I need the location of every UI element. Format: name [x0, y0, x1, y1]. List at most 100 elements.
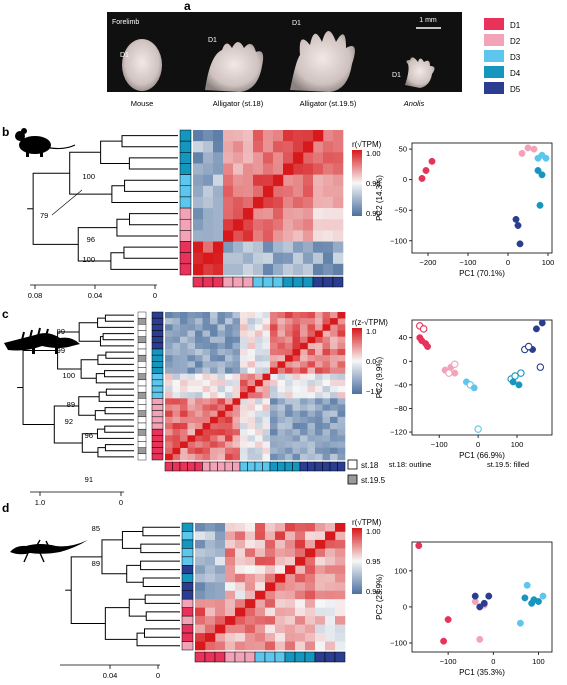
- dendrogram-branch: [104, 444, 134, 452]
- heatmap-cell: [307, 404, 316, 411]
- y-tick-label: 50: [399, 145, 407, 154]
- dendrogram-branch: [78, 322, 101, 342]
- heatmap-cell: [322, 410, 331, 418]
- heatmap-diagonal-cell: [330, 318, 338, 325]
- dendrogram-d: [65, 526, 180, 647]
- heatmap-cell: [215, 573, 226, 583]
- heatmap-cell: [187, 386, 196, 393]
- heatmap-cell: [285, 342, 293, 350]
- heatmap-diagonal-cell: [165, 453, 173, 461]
- heatmap-cell: [307, 361, 316, 368]
- heatmap-cell: [325, 641, 336, 651]
- heatmap-cell: [172, 330, 181, 337]
- scatter-point-d2: [445, 369, 453, 377]
- heatmap-cell: [265, 523, 276, 532]
- heatmap-cell: [165, 318, 173, 325]
- heatmap-cell: [333, 230, 344, 242]
- dendrogram-branch: [104, 607, 138, 640]
- scatter-point-d4: [534, 167, 542, 174]
- y-axis-label: PC2 (9.9%): [375, 356, 384, 398]
- heatmap-cell: [265, 599, 276, 608]
- heatmap-cell: [300, 361, 308, 368]
- heatmap-cell: [195, 404, 203, 411]
- heatmap-cell: [263, 130, 274, 142]
- heatmap-cell: [205, 616, 216, 625]
- bootstrap-b-1: 100: [82, 172, 95, 181]
- alligator-st19-limb-shape: [290, 31, 355, 92]
- heatmap-cell: [180, 336, 188, 344]
- heatmap-cell: [202, 312, 211, 319]
- heatmap-cell: [195, 599, 206, 608]
- scatter-point-d5: [514, 222, 522, 229]
- heatmap-cell: [277, 447, 286, 455]
- row-bar-c-cell: [151, 404, 164, 411]
- heatmap-cell: [262, 386, 271, 393]
- heatmap-cell: [337, 330, 346, 337]
- heatmap-cell: [283, 174, 294, 187]
- scatter-point-d1: [444, 616, 452, 623]
- tree-axis-b-tick-0: 0.08: [28, 291, 43, 300]
- scatter-point-d4: [535, 598, 542, 605]
- heatmap-cell: [285, 624, 296, 634]
- heatmap-cell: [307, 392, 316, 399]
- heatmap-cell: [315, 453, 323, 461]
- anolis-limb-shape: [405, 57, 435, 88]
- heatmap-cell: [263, 196, 274, 209]
- row-bar-c-cell: [151, 367, 164, 374]
- heatmap-cell: [223, 163, 234, 175]
- panel-c-label: c: [2, 307, 9, 321]
- heatmap-cell: [210, 355, 218, 362]
- heatmap-cell: [333, 252, 344, 265]
- heatmap-cell: [283, 219, 294, 231]
- heatmap-cell: [240, 367, 248, 374]
- heatmap-cell: [333, 185, 344, 198]
- heatmap-cell: [187, 349, 196, 356]
- heatmap-cell: [262, 379, 271, 387]
- col-bar-b-cell: [202, 276, 214, 288]
- heatmap-cell: [232, 416, 241, 424]
- heatmap-cell: [247, 392, 256, 399]
- heatmap-cell: [240, 312, 248, 319]
- heatmap-cell: [225, 342, 233, 350]
- heatmap-cell: [223, 208, 234, 220]
- heatmap-cell: [187, 441, 196, 448]
- heatmap-diagonal-cell: [300, 342, 308, 350]
- heatmap-cell: [295, 590, 306, 600]
- heatmap-cell: [325, 565, 336, 575]
- colorbar-c-tick-mid: 0.0: [366, 357, 376, 366]
- heatmap-cell: [307, 398, 316, 405]
- heatmap-cell: [283, 196, 294, 209]
- heatmap-cell: [293, 163, 304, 175]
- heatmap-cell: [255, 386, 263, 393]
- heatmap-cell: [313, 208, 324, 220]
- legend-swatch-d4: [484, 66, 504, 78]
- heatmap-cell: [300, 367, 308, 374]
- heatmap-cell: [325, 616, 336, 625]
- bootstrap-c-4: 89: [67, 400, 75, 409]
- row-bar-c-cell: [151, 441, 164, 448]
- col-bar-c-cell: [164, 461, 173, 472]
- heatmap-cell: [193, 230, 204, 242]
- heatmap-cell: [243, 252, 254, 265]
- dendrogram-branch: [105, 351, 134, 359]
- heatmap-cell: [255, 410, 263, 418]
- heatmap-cell: [203, 241, 214, 253]
- heatmap-cell: [205, 599, 216, 608]
- panel-d-label: d: [2, 501, 9, 515]
- heatmap-cell: [247, 312, 256, 319]
- heatmap-cell: [247, 342, 256, 350]
- heatmap-cell: [217, 330, 226, 337]
- scatter-point-d3: [474, 425, 482, 433]
- heatmap-cell: [165, 373, 173, 381]
- digit-row-bar-d: [181, 522, 194, 651]
- heatmap-cell: [322, 367, 331, 374]
- dendrogram-branch: [140, 560, 180, 571]
- heatmap-cell: [322, 318, 331, 325]
- heatmap-cell: [292, 441, 301, 448]
- col-bar-c-cell: [209, 461, 218, 472]
- heatmap-cell: [195, 379, 203, 387]
- heatmap-cell: [292, 355, 301, 362]
- plot-frame: [411, 541, 553, 653]
- heatmap-cell: [202, 416, 211, 424]
- heatmap-cell: [223, 219, 234, 231]
